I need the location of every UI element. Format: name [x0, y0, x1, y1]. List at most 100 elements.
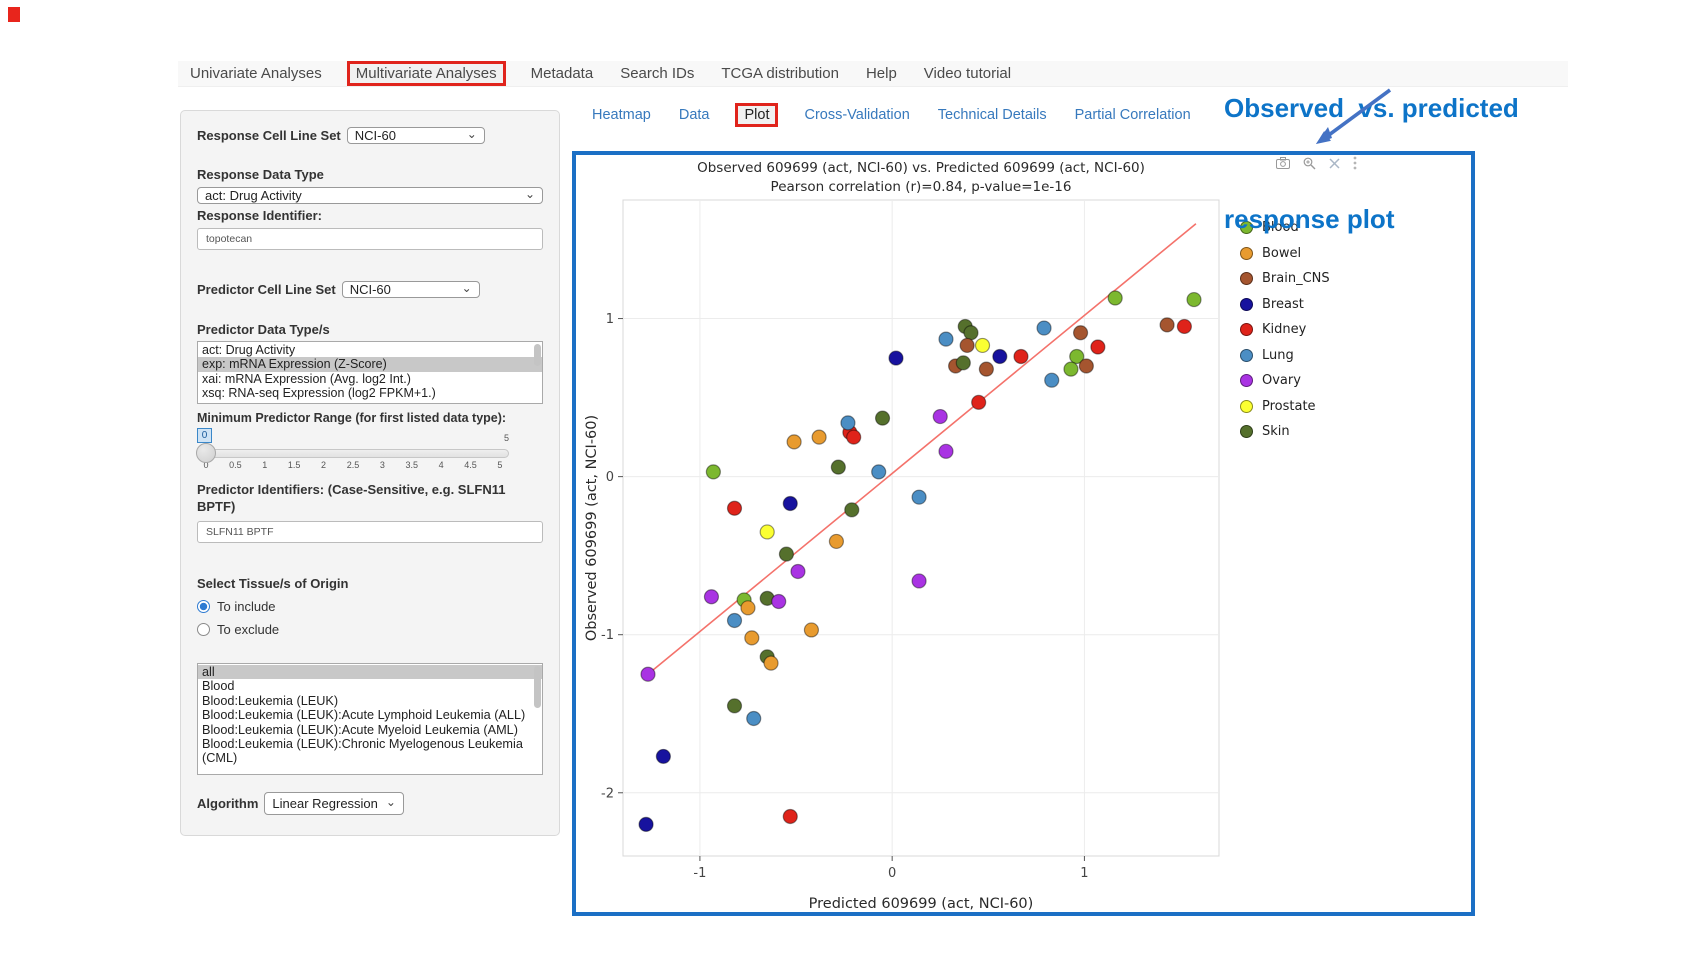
list-option-blood[interactable]: Blood [202, 679, 235, 694]
scatter-point-skin-30[interactable] [874, 410, 891, 426]
scatter-point-bowel-49[interactable] [744, 630, 760, 646]
zoom-icon[interactable] [1303, 157, 1316, 170]
tab-partial-correlation[interactable]: Partial Correlation [1074, 107, 1191, 123]
list-option-blood-leukemia-leuk-acute-lymphoid-leukemia-all[interactable]: Blood:Leukemia (LEUK):Acute Lymphoid Leu… [202, 708, 526, 723]
scatter-point-prostate-4[interactable] [974, 337, 991, 354]
scatter-point-bowel-38[interactable] [828, 533, 845, 550]
response-identifier-input[interactable] [197, 228, 543, 250]
legend-item-breast[interactable]: Breast [1240, 297, 1330, 312]
nav-item-univariate-analyses[interactable]: Univariate Analyses [190, 65, 322, 82]
legend-item-brain-cns[interactable]: Brain_CNS [1240, 271, 1330, 286]
scatter-point-bowel-25[interactable] [786, 434, 802, 450]
scatter-point-ovary-40[interactable] [938, 443, 954, 459]
radio-to-exclude[interactable]: To exclude [197, 622, 543, 637]
scatter-point-skin-1[interactable] [963, 325, 979, 341]
tab-plot[interactable]: Plot [735, 103, 779, 127]
close-icon[interactable] [1329, 157, 1340, 169]
scatter-point-ovary-20[interactable] [932, 408, 948, 425]
legend-item-lung[interactable]: Lung [1240, 348, 1330, 363]
scatter-point-bowel-52[interactable] [763, 655, 779, 671]
radio-dot-icon[interactable] [197, 623, 210, 636]
scatter-point-bowel-26[interactable] [811, 429, 827, 445]
scatter-point-lung-8[interactable] [1036, 320, 1052, 336]
response-data-type-select[interactable]: act: Drug Activity ⌄ [197, 187, 543, 204]
list-option-xai-mrna-expression-avg-log2-int[interactable]: xai: mRNA Expression (Avg. log2 Int.) [202, 371, 411, 386]
tab-technical-details[interactable]: Technical Details [937, 107, 1047, 123]
scatter-point-skin-54[interactable] [726, 698, 743, 714]
scatter-point-breast-56[interactable] [655, 748, 671, 765]
scatter-point-ovary-53[interactable] [640, 666, 656, 682]
scatter-point-brain-cns-14[interactable] [978, 361, 994, 377]
list-option-blood-leukemia-leuk-acute-myeloid-leukemia-aml[interactable]: Blood:Leukemia (LEUK):Acute Myeloid Leuk… [202, 722, 518, 737]
legend-item-bowel[interactable]: Bowel [1240, 246, 1330, 261]
scatter-point-ovary-43[interactable] [703, 589, 720, 605]
predictor-data-types-listbox[interactable]: act: Drug Activity exp: mRNA Expression (… [197, 341, 543, 404]
scatter-point-blood-23[interactable] [1186, 291, 1202, 308]
nav-item-help[interactable]: Help [865, 65, 897, 82]
scatter-point-bowel-45[interactable] [740, 600, 756, 616]
scatter-point-brain-cns-3[interactable] [959, 337, 975, 354]
nav-item-tcga-distribution[interactable]: TCGA distribution [721, 65, 839, 82]
scatter-point-lung-55[interactable] [746, 710, 762, 727]
scatter-point-skin-36[interactable] [844, 502, 860, 518]
nav-item-multivariate-analyses[interactable]: Multivariate Analyses [346, 61, 506, 86]
scatter-point-lung-29[interactable] [840, 415, 856, 431]
scatter-point-ovary-41[interactable] [911, 573, 927, 589]
scatter-point-blood-24[interactable] [705, 464, 721, 480]
list-option-blood-leukemia-leuk[interactable]: Blood:Leukemia (LEUK) [202, 693, 339, 708]
nav-item-video-tutorial[interactable]: Video tutorial [923, 65, 1012, 82]
scatter-point-lung-46[interactable] [726, 612, 743, 629]
radio-to-include[interactable]: To include [197, 599, 543, 614]
scatter-point-prostate-37[interactable] [759, 524, 775, 540]
scatter-point-kidney-35[interactable] [726, 500, 743, 516]
scatter-point-lung-2[interactable] [938, 331, 954, 347]
response-cell-line-set-select[interactable]: NCI-60 ⌄ [346, 127, 485, 144]
scatter-point-kidney-7[interactable] [1013, 348, 1029, 365]
scatter-point-bowel-50[interactable] [803, 622, 820, 638]
list-option-act-drug-activity[interactable]: act: Drug Activity [202, 343, 296, 357]
scatter-point-ovary-48[interactable] [771, 593, 787, 610]
scatter-point-blood-17[interactable] [1063, 361, 1079, 377]
algorithm-select[interactable]: Linear Regression ⌄ [264, 792, 404, 815]
legend-item-blood[interactable]: Blood [1240, 220, 1330, 235]
scatter-point-breast-5[interactable] [888, 350, 904, 366]
scatter-point-brain-cns-9[interactable] [1072, 325, 1089, 341]
scatter-point-breast-57[interactable] [638, 816, 654, 832]
list-option-exp-mrna-expression-z-score[interactable]: exp: mRNA Expression (Z-Score) [198, 357, 542, 372]
tab-heatmap[interactable]: Heatmap [592, 107, 651, 123]
legend-item-prostate[interactable]: Prostate [1240, 399, 1330, 414]
scatter-point-breast-6[interactable] [992, 348, 1008, 365]
scatter-point-skin-13[interactable] [955, 355, 971, 371]
scatter-point-lung-33[interactable] [911, 489, 927, 505]
predictor-identifiers-input[interactable] [197, 521, 543, 543]
radio-dot-icon[interactable] [197, 600, 210, 613]
scatter-point-lung-18[interactable] [1044, 372, 1060, 388]
scatter-point-kidney-58[interactable] [782, 808, 798, 825]
tab-data[interactable]: Data [678, 107, 710, 123]
predictor-cell-line-set-select[interactable]: NCI-60 ⌄ [341, 281, 480, 298]
nav-item-search-ids[interactable]: Search IDs [620, 65, 695, 82]
scatter-point-breast-34[interactable] [782, 495, 798, 512]
legend-item-kidney[interactable]: Kidney [1240, 322, 1330, 337]
more-icon[interactable] [1353, 156, 1357, 170]
scatter-point-blood-11[interactable] [1107, 290, 1123, 306]
legend-item-ovary[interactable]: Ovary [1240, 373, 1330, 388]
slider-track[interactable] [196, 443, 509, 463]
scatter-point-kidney-22[interactable] [1176, 318, 1192, 335]
min-predictor-range-slider[interactable]: 0 5 0 0.5 1 1.5 2 2.5 3 3.5 4 4.5 5 [196, 428, 509, 470]
slider-handle[interactable] [196, 443, 216, 463]
scatter-point-skin-31[interactable] [830, 459, 846, 475]
tab-cross-validation[interactable]: Cross-Validation [804, 107, 910, 123]
scatter-point-brain-cns-21[interactable] [1159, 317, 1175, 333]
scatter-point-ovary-42[interactable] [790, 563, 806, 580]
scatter-point-blood-15[interactable] [1069, 348, 1085, 365]
scatter-point-kidney-10[interactable] [1090, 339, 1106, 355]
camera-icon[interactable] [1276, 157, 1290, 169]
scatter-point-brain-cns-16[interactable] [1078, 358, 1094, 374]
legend-item-skin[interactable]: Skin [1240, 424, 1330, 439]
scrollbar-thumb[interactable] [534, 344, 541, 366]
list-option-blood-leukemia-leuk-chronic-myelogenous-leukemia-cml[interactable]: Blood:Leukemia (LEUK):Chronic Myelogenou… [202, 737, 523, 766]
scatter-point-kidney-19[interactable] [971, 394, 987, 410]
tissue-listbox[interactable]: all Blood Blood:Leukemia (LEUK) Blood:Leuke… [197, 663, 543, 775]
scatter-point-lung-32[interactable] [871, 464, 887, 480]
